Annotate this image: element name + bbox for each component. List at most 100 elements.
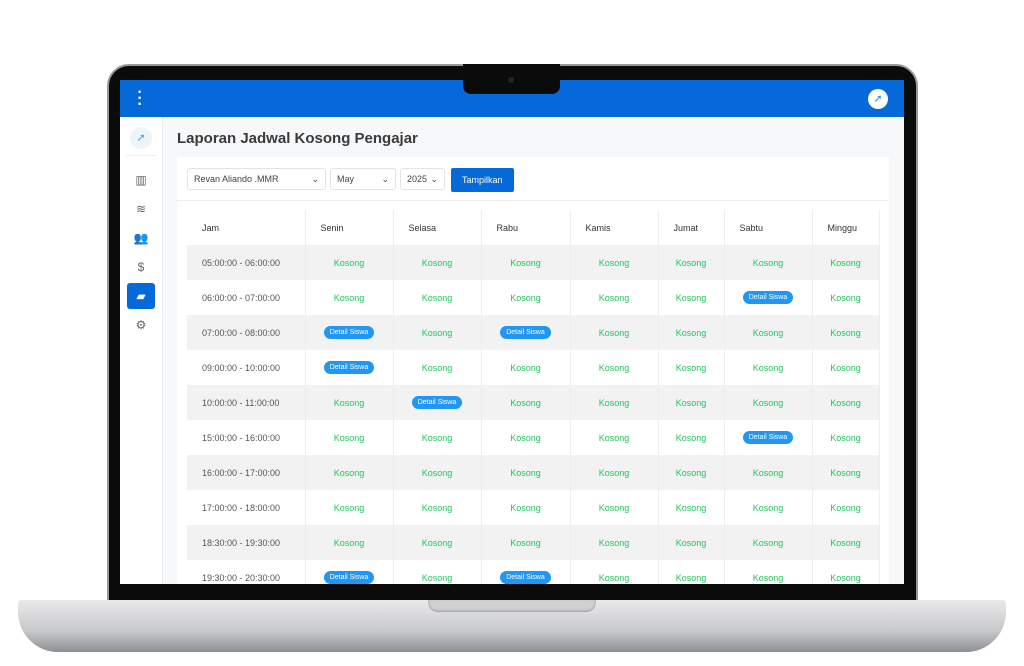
- kosong-cell: Kosong: [305, 385, 394, 420]
- lid-groove: [428, 600, 596, 612]
- kosong-cell: Kosong: [724, 490, 813, 525]
- kosong-cell: Kosong: [724, 560, 813, 584]
- sidebar: ➚ ▥ ≋ 👥 $ ▰ ⚙: [120, 117, 163, 584]
- chevron-down-icon: ⌄: [430, 173, 438, 184]
- kebab-menu-icon[interactable]: · · ·: [137, 84, 143, 113]
- kosong-cell: Kosong: [481, 245, 571, 280]
- kosong-cell: Kosong: [570, 490, 659, 525]
- kosong-cell: Kosong: [724, 245, 813, 280]
- column-header-kamis: Kamis: [570, 210, 659, 245]
- schedule-cell: Detail Siswa: [481, 560, 571, 584]
- teacher-select[interactable]: Revan Aliando .MMR ⌄: [187, 168, 326, 190]
- kosong-cell: Kosong: [305, 490, 394, 525]
- kosong-cell: Kosong: [658, 560, 725, 584]
- month-value: May: [337, 174, 355, 184]
- schedule-cell: Detail Siswa: [305, 350, 394, 385]
- kosong-cell: Kosong: [658, 490, 725, 525]
- kosong-cell: Kosong: [812, 420, 880, 455]
- time-slot: 05:00:00 - 06:00:00: [187, 245, 306, 280]
- detail-siswa-button[interactable]: Detail Siswa: [742, 291, 794, 304]
- kosong-cell: Kosong: [570, 385, 659, 420]
- kosong-cell: Kosong: [570, 455, 659, 490]
- users-icon[interactable]: 👥: [133, 231, 149, 245]
- kosong-cell: Kosong: [481, 350, 571, 385]
- detail-siswa-button[interactable]: Detail Siswa: [742, 431, 794, 444]
- chart-bar-icon[interactable]: ▥: [135, 173, 147, 187]
- report-card: Revan Aliando .MMR ⌄ May ⌄ 2025 ⌄ Tampilkan…: [177, 157, 889, 584]
- gear-icon[interactable]: ⚙: [135, 318, 147, 332]
- kosong-cell: Kosong: [393, 455, 482, 490]
- year-select[interactable]: 2025 ⌄: [400, 168, 445, 190]
- year-value: 2025: [407, 174, 428, 184]
- user-avatar[interactable]: ➚: [868, 89, 888, 109]
- kosong-cell: Kosong: [305, 455, 394, 490]
- kosong-cell: Kosong: [393, 350, 482, 385]
- column-header-selasa: Selasa: [393, 210, 482, 245]
- kosong-cell: Kosong: [570, 560, 659, 584]
- kosong-cell: Kosong: [570, 315, 659, 350]
- schedule-cell: Detail Siswa: [724, 280, 813, 315]
- kosong-cell: Kosong: [481, 490, 571, 525]
- chevron-down-icon: ⌄: [311, 173, 319, 184]
- kosong-cell: Kosong: [393, 280, 482, 315]
- kosong-cell: Kosong: [393, 420, 482, 455]
- detail-siswa-button[interactable]: Detail Siswa: [500, 571, 551, 584]
- tampilkan-button[interactable]: Tampilkan: [451, 168, 514, 192]
- kosong-cell: Kosong: [393, 560, 482, 584]
- table-row: 09:00:00 - 10:00:00 Detail Siswa Kosong Kos…: [187, 350, 880, 385]
- detail-siswa-button[interactable]: Detail Siswa: [323, 361, 375, 374]
- kosong-cell: Kosong: [570, 525, 659, 560]
- kosong-cell: Kosong: [570, 280, 659, 315]
- table-row: 06:00:00 - 07:00:00 Kosong Kosong Kosong Kos…: [187, 280, 880, 315]
- kosong-cell: Kosong: [724, 525, 813, 560]
- kosong-cell: Kosong: [305, 420, 394, 455]
- detail-siswa-button[interactable]: Detail Siswa: [323, 326, 375, 339]
- chevron-down-icon: ⌄: [381, 173, 389, 184]
- kosong-cell: Kosong: [658, 315, 725, 350]
- kosong-cell: Kosong: [658, 245, 725, 280]
- column-header-jam: Jam: [187, 210, 306, 245]
- layers-icon[interactable]: ≋: [135, 202, 147, 216]
- kosong-cell: Kosong: [305, 245, 394, 280]
- time-slot: 17:00:00 - 18:00:00: [187, 490, 306, 525]
- kosong-cell: Kosong: [724, 385, 813, 420]
- time-slot: 18:30:00 - 19:30:00: [187, 525, 306, 560]
- schedule-cell: Detail Siswa: [393, 385, 482, 420]
- time-slot: 16:00:00 - 17:00:00: [187, 455, 306, 490]
- kosong-cell: Kosong: [812, 490, 880, 525]
- schedule-cell: Detail Siswa: [724, 420, 813, 455]
- time-slot: 06:00:00 - 07:00:00: [187, 280, 306, 315]
- table-row: 15:00:00 - 16:00:00 Kosong Kosong Kosong Kos…: [187, 420, 880, 455]
- column-header-rabu: Rabu: [481, 210, 571, 245]
- time-slot: 15:00:00 - 16:00:00: [187, 420, 306, 455]
- schedule-cell: Detail Siswa: [305, 560, 394, 584]
- folder-open-icon[interactable]: ▰: [127, 283, 155, 309]
- detail-siswa-button[interactable]: Detail Siswa: [411, 396, 463, 409]
- kosong-cell: Kosong: [812, 455, 880, 490]
- divider: [177, 200, 889, 201]
- dollar-icon[interactable]: $: [137, 260, 145, 274]
- kosong-cell: Kosong: [724, 455, 813, 490]
- detail-siswa-button[interactable]: Detail Siswa: [323, 571, 375, 584]
- kosong-cell: Kosong: [812, 525, 880, 560]
- schedule-cell: Detail Siswa: [481, 315, 571, 350]
- kosong-cell: Kosong: [481, 525, 571, 560]
- kosong-cell: Kosong: [658, 455, 725, 490]
- kosong-cell: Kosong: [658, 350, 725, 385]
- column-header-senin: Senin: [305, 210, 394, 245]
- column-header-minggu: Minggu: [812, 210, 880, 245]
- column-header-sabtu: Sabtu: [724, 210, 813, 245]
- month-select[interactable]: May ⌄: [330, 168, 396, 190]
- schedule-cell: Detail Siswa: [305, 315, 394, 350]
- teacher-value: Revan Aliando .MMR: [194, 174, 279, 184]
- table-row: 18:30:00 - 19:30:00 Kosong Kosong Kosong Kos…: [187, 525, 880, 560]
- divider: [126, 155, 156, 156]
- kosong-cell: Kosong: [658, 420, 725, 455]
- camera: [508, 77, 514, 83]
- kosong-cell: Kosong: [570, 420, 659, 455]
- kosong-cell: Kosong: [658, 525, 725, 560]
- kosong-cell: Kosong: [812, 315, 880, 350]
- kosong-cell: Kosong: [658, 385, 725, 420]
- kosong-cell: Kosong: [570, 245, 659, 280]
- detail-siswa-button[interactable]: Detail Siswa: [500, 326, 551, 339]
